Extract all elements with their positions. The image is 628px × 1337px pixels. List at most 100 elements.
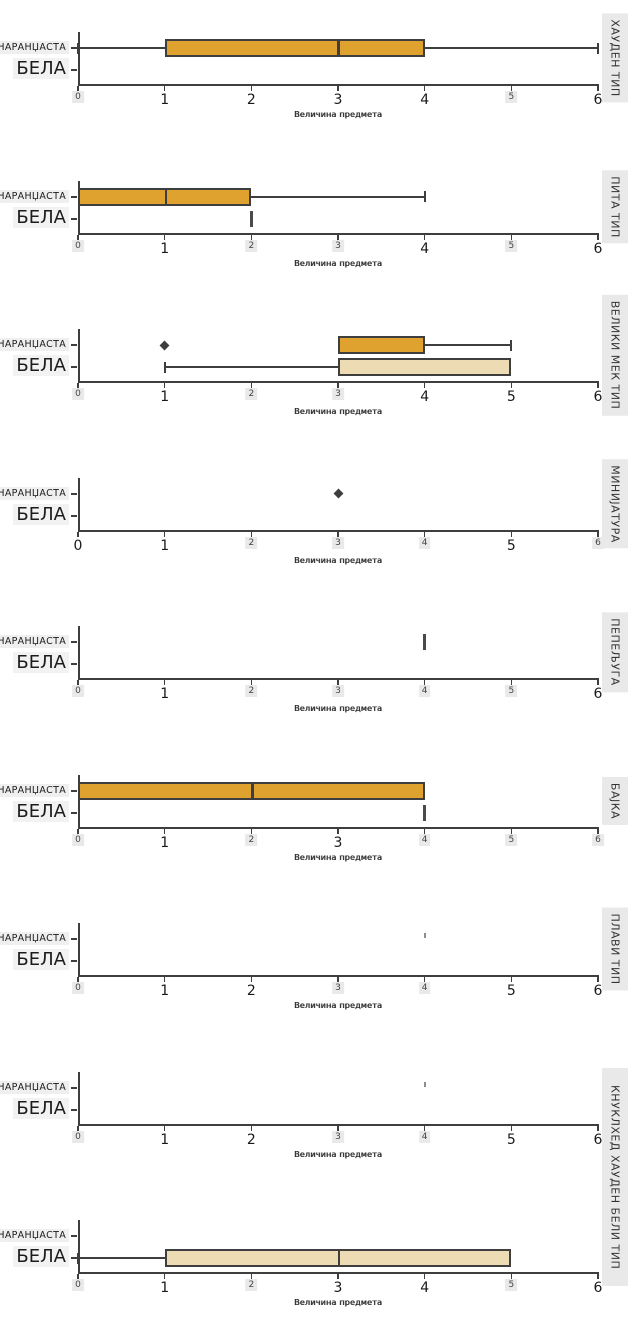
x-tick-label: 6: [593, 686, 603, 703]
y-tick-mark: [71, 492, 77, 495]
x-tick-label: 1: [160, 834, 170, 851]
x-tick-mark: [597, 680, 599, 686]
x-tick-mark: [423, 828, 426, 834]
x-axis-line: [78, 975, 599, 978]
outlier-diamond: [159, 340, 170, 351]
x-tick-mark: [163, 1125, 166, 1131]
x-tick-mark: [337, 383, 339, 389]
y-label-narandzasta: НАРАНЏАСТА: [0, 41, 69, 54]
x-tick-label: 0: [72, 685, 84, 698]
whisker-cap: [163, 361, 166, 373]
y-tick-mark: [71, 69, 77, 71]
x-tick-label: 3: [333, 834, 343, 851]
x-tick-mark: [250, 977, 253, 983]
x-tick-mark: [597, 977, 599, 983]
whisker-line: [424, 47, 598, 49]
x-tick-mark: [337, 977, 339, 983]
y-label-bela: БЕЛА: [13, 1097, 69, 1119]
x-tick-label: 0: [72, 1130, 84, 1143]
y-axis-spine: [78, 626, 80, 681]
x-tick-label: 0: [72, 833, 84, 846]
box-bela: [338, 358, 512, 377]
facet-title-strip: ВЕЛИКИ МЕК ТИП: [602, 294, 628, 416]
facet-row: НАРАНЏАСТА БЕЛА 0 1 2 3 4 5 6 Величина предмета БА…: [0, 743, 628, 892]
box-narandzasta: [78, 187, 252, 206]
x-tick-mark: [597, 383, 599, 389]
x-tick-label: 4: [420, 1280, 430, 1297]
x-tick-label: 5: [506, 537, 516, 554]
y-axis-spine: [78, 477, 80, 532]
x-tick-mark: [337, 828, 339, 834]
x-tick-mark: [163, 234, 166, 240]
y-tick-mark: [71, 514, 77, 517]
x-tick-label: 3: [333, 1280, 343, 1297]
x-tick-mark: [510, 828, 513, 834]
facet-title-strip: ПЕПЕЉУГА: [602, 612, 628, 692]
y-axis-spine: [78, 1071, 80, 1126]
x-tick-mark: [597, 531, 599, 537]
y-label-narandzasta: НАРАНЏАСТА: [0, 338, 69, 352]
x-tick-label: 1: [160, 537, 170, 554]
y-label-bela: БЕЛА: [13, 800, 69, 822]
x-tick-mark: [250, 1125, 253, 1131]
median-line: [164, 189, 168, 204]
x-axis-line: [78, 1272, 599, 1275]
x-tick-label: 2: [246, 983, 256, 1000]
x-axis-label: Величина предмета: [293, 407, 383, 417]
x-tick-label: 5: [506, 983, 516, 1000]
facet-title: ПЕПЕЉУГА: [608, 618, 622, 686]
y-tick-mark: [71, 1257, 77, 1260]
x-tick-label: 1: [160, 92, 170, 108]
x-tick-mark: [163, 828, 166, 834]
x-tick-label: 6: [593, 1280, 603, 1297]
x-tick-label: 5: [505, 91, 518, 103]
y-tick-mark: [71, 811, 77, 814]
x-tick-mark: [337, 531, 339, 537]
x-tick-mark: [423, 86, 426, 91]
x-tick-label: 0: [73, 537, 83, 554]
x-tick-label: 2: [245, 388, 258, 401]
y-tick-mark: [71, 1086, 77, 1089]
x-axis-line: [78, 232, 599, 235]
facet-title: КНУКЛХЕД ХАУДЕН БЕЛИ ТИП: [608, 1084, 622, 1269]
x-tick-label: 2: [246, 92, 256, 108]
x-tick-mark: [337, 680, 339, 686]
x-tick-mark: [597, 828, 599, 834]
y-tick-mark: [71, 195, 77, 198]
x-tick-label: 2: [245, 685, 258, 698]
x-axis-line: [78, 826, 599, 829]
x-tick-mark: [423, 1125, 426, 1131]
y-axis-spine: [78, 32, 80, 86]
x-axis-label: Величина предмета: [293, 704, 383, 714]
x-tick-mark: [77, 1274, 79, 1280]
degenerate-box-line: [250, 210, 253, 227]
x-tick-mark: [510, 680, 513, 686]
x-tick-label: 3: [332, 239, 344, 252]
x-tick-label: 5: [505, 1279, 518, 1292]
x-tick-mark: [250, 828, 253, 834]
facet-row: НАРАНЏАСТА БЕЛА 0 1 2 3 4 5 6 Величина предмета ХА…: [0, 0, 628, 149]
y-label-narandzasta: НАРАНЏАСТА: [0, 932, 69, 946]
y-label-bela: БЕЛА: [13, 355, 69, 377]
y-axis-spine: [78, 923, 80, 978]
whisker-line: [78, 47, 165, 49]
x-tick-mark: [250, 86, 253, 91]
y-label-narandzasta: НАРАНЏАСТА: [0, 1080, 69, 1094]
box-narandzasta: [338, 336, 425, 355]
facet-title-strip: ХАУДЕН ТИП: [602, 13, 628, 103]
x-axis-label: Величина предмета: [293, 1298, 383, 1308]
x-tick-mark: [423, 531, 426, 537]
x-tick-mark: [597, 234, 599, 240]
x-axis-label: Величина предмета: [293, 110, 383, 119]
x-tick-label: 5: [505, 685, 518, 698]
y-tick-mark: [71, 789, 77, 792]
x-tick-label: 5: [506, 389, 516, 406]
x-tick-mark: [250, 531, 253, 537]
whisker-cap: [510, 339, 513, 351]
whisker-line: [164, 366, 338, 369]
x-tick-mark: [510, 531, 513, 537]
y-axis-spine: [78, 774, 80, 829]
y-axis-spine: [78, 329, 80, 384]
y-label-bela: БЕЛА: [13, 652, 69, 674]
x-tick-label: 3: [332, 1130, 344, 1143]
